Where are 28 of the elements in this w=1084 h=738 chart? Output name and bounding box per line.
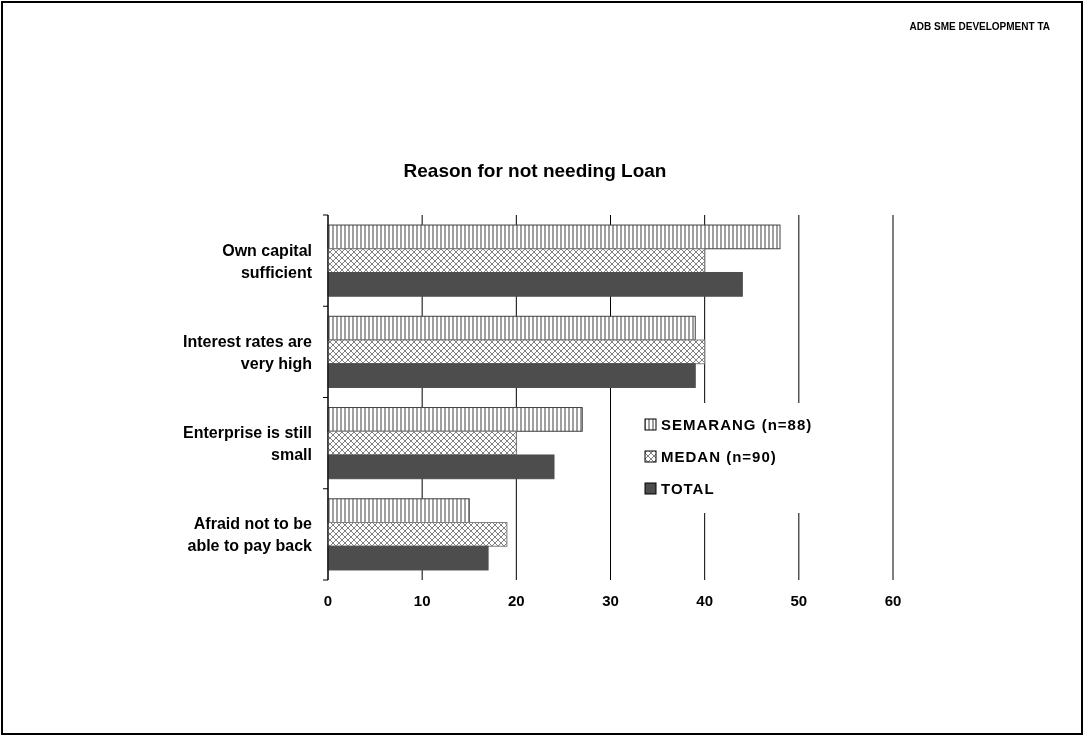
- legend-label: SEMARANG (n=88): [661, 416, 813, 433]
- y-tick-label: Afraid not to be able to pay back: [187, 515, 313, 555]
- bar: [327, 224, 781, 250]
- x-tick-label: 20: [507, 592, 525, 609]
- x-tick-label: 50: [790, 592, 808, 609]
- bar: [327, 248, 706, 273]
- bar: [327, 430, 517, 456]
- x-tick-label: 40: [696, 592, 714, 609]
- bar: [327, 407, 583, 432]
- legend-label: MEDAN (n=90): [661, 448, 777, 465]
- legend-label: TOTAL: [661, 480, 715, 497]
- bar: [327, 315, 696, 341]
- bar: [327, 545, 489, 571]
- bar: [327, 498, 470, 524]
- bar: [327, 522, 508, 547]
- x-tick-label: 60: [884, 592, 902, 609]
- x-tick-label: 0: [323, 592, 333, 609]
- x-tick-label: 30: [602, 592, 619, 609]
- x-tick-label: 10: [413, 592, 431, 609]
- bar: [327, 271, 743, 297]
- bar: [327, 339, 706, 365]
- y-tick-label: Enterprise is still small: [183, 424, 312, 464]
- y-tick-label: Own capital sufficient: [222, 241, 313, 281]
- y-tick-label: Interest rates are very high: [183, 332, 313, 372]
- text: ADB SME DEVELOPMENT TA: [909, 21, 1050, 32]
- bar: [327, 454, 555, 480]
- chart-title: Reason for not needing Loan: [403, 160, 667, 181]
- bar: [327, 363, 696, 388]
